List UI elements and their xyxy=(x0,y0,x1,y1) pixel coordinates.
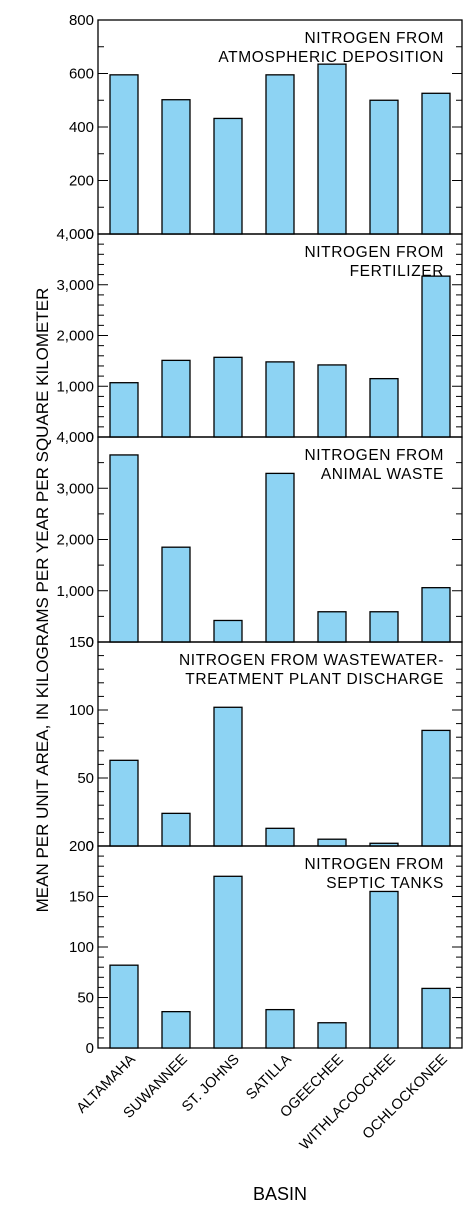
bar-suwannee xyxy=(161,812,191,847)
bar-withlacoochee xyxy=(369,611,399,643)
bar-altamaha xyxy=(109,964,139,1049)
bar-ogeechee xyxy=(317,611,347,643)
y-tick-label: 50 xyxy=(77,770,94,787)
y-tick-label: 100 xyxy=(69,939,94,956)
bar-altamaha xyxy=(109,454,139,643)
y-axis-label: MEAN PER UNIT AREA, IN KILOGRAMS PER YEA… xyxy=(33,288,52,913)
bar-ogeechee xyxy=(317,1022,347,1049)
bar-satilla xyxy=(265,361,295,438)
y-tick-label: 400 xyxy=(69,119,94,136)
y-tick-label: 4,000 xyxy=(56,226,94,243)
panel-1: 0 200 400 600 800 NITROGEN FROM ATMOSPHERIC DE… xyxy=(69,12,463,243)
panel-title-line: ATMOSPHERIC DEPOSITION xyxy=(218,49,444,66)
panel-title-line: NITROGEN FROM xyxy=(304,856,444,873)
panel-3: 0 1,000 2,000 3,000 4,000 NITROGEN FROM ANIMAL… xyxy=(56,429,463,651)
x-tick-label: SATILLA xyxy=(243,1051,295,1103)
bar-ochlockonee xyxy=(421,92,451,235)
bar-satilla xyxy=(265,472,295,643)
y-tick-label: 150 xyxy=(69,889,94,906)
panel-5: 0 50 100 150 200 NITROGEN FROM SEPTIC TANKS xyxy=(69,838,463,1057)
y-tick-label: 800 xyxy=(69,12,94,29)
bar-satilla xyxy=(265,827,295,847)
panel-2: 0 1,000 2,000 3,000 4,000 NITROGEN FROM FERTIL… xyxy=(56,226,463,446)
bar-satilla xyxy=(265,1008,295,1049)
bar-ochlockonee xyxy=(421,987,451,1049)
panel-title-line: SEPTIC TANKS xyxy=(326,875,444,892)
y-tick-label: 150 xyxy=(69,634,94,651)
y-tick-label: 3,000 xyxy=(56,480,94,497)
y-tick-label: 200 xyxy=(69,838,94,855)
bar-satilla xyxy=(265,74,295,235)
bar-st-johns xyxy=(213,875,243,1049)
y-tick-label: 600 xyxy=(69,66,94,83)
bar-st-johns xyxy=(213,706,243,847)
y-tick-label: 2,000 xyxy=(56,328,94,345)
bar-st-johns xyxy=(213,356,243,438)
y-tick-label: 1,000 xyxy=(56,583,94,600)
bar-ogeechee xyxy=(317,838,347,847)
bar-suwannee xyxy=(161,546,191,643)
bar-withlacoochee xyxy=(369,377,399,438)
y-tick-label: 4,000 xyxy=(56,429,94,446)
y-tick-label: 3,000 xyxy=(56,277,94,294)
bar-ochlockonee xyxy=(421,275,451,438)
y-tick-label: 200 xyxy=(69,173,94,190)
panel-title-line: FERTILIZER xyxy=(350,263,444,280)
bar-st-johns xyxy=(213,619,243,643)
y-tick-label: 50 xyxy=(77,990,94,1007)
bar-suwannee xyxy=(161,1010,191,1049)
y-tick-label: 100 xyxy=(69,702,94,719)
bar-ogeechee xyxy=(317,364,347,438)
y-tick-label: 0 xyxy=(86,429,94,446)
bar-withlacoochee xyxy=(369,890,399,1049)
panel-title-line: ANIMAL WASTE xyxy=(321,466,444,483)
bar-ochlockonee xyxy=(421,587,451,643)
panel-title-line: TREATMENT PLANT DISCHARGE xyxy=(185,671,444,688)
x-axis-label: BASIN xyxy=(253,1184,307,1204)
y-tick-label: 1,000 xyxy=(56,378,94,395)
y-tick-label: 0 xyxy=(86,634,94,651)
bar-suwannee xyxy=(161,99,191,235)
y-tick-label: 0 xyxy=(86,1040,94,1057)
panel-4: 0 50 100 150 NITROGEN FROM WASTEWATER- TREATM… xyxy=(69,634,463,855)
bar-ochlockonee xyxy=(421,729,451,847)
panel-title-line: NITROGEN FROM WASTEWATER- xyxy=(179,652,444,669)
panel-title-line: NITROGEN FROM xyxy=(304,244,444,261)
bar-ogeechee xyxy=(317,63,347,235)
y-tick-label: 2,000 xyxy=(56,532,94,549)
bar-st-johns xyxy=(213,117,243,235)
bar-altamaha xyxy=(109,759,139,847)
y-tick-label: 0 xyxy=(86,838,94,855)
panel-title-line: NITROGEN FROM xyxy=(304,30,444,47)
panel-title-line: NITROGEN FROM xyxy=(304,447,444,464)
x-tick-label: WITHLACOOCHEE xyxy=(297,1051,399,1153)
bar-withlacoochee xyxy=(369,99,399,235)
bar-altamaha xyxy=(109,382,139,438)
bar-suwannee xyxy=(161,359,191,438)
y-tick-label: 0 xyxy=(86,226,94,243)
bar-altamaha xyxy=(109,74,139,235)
